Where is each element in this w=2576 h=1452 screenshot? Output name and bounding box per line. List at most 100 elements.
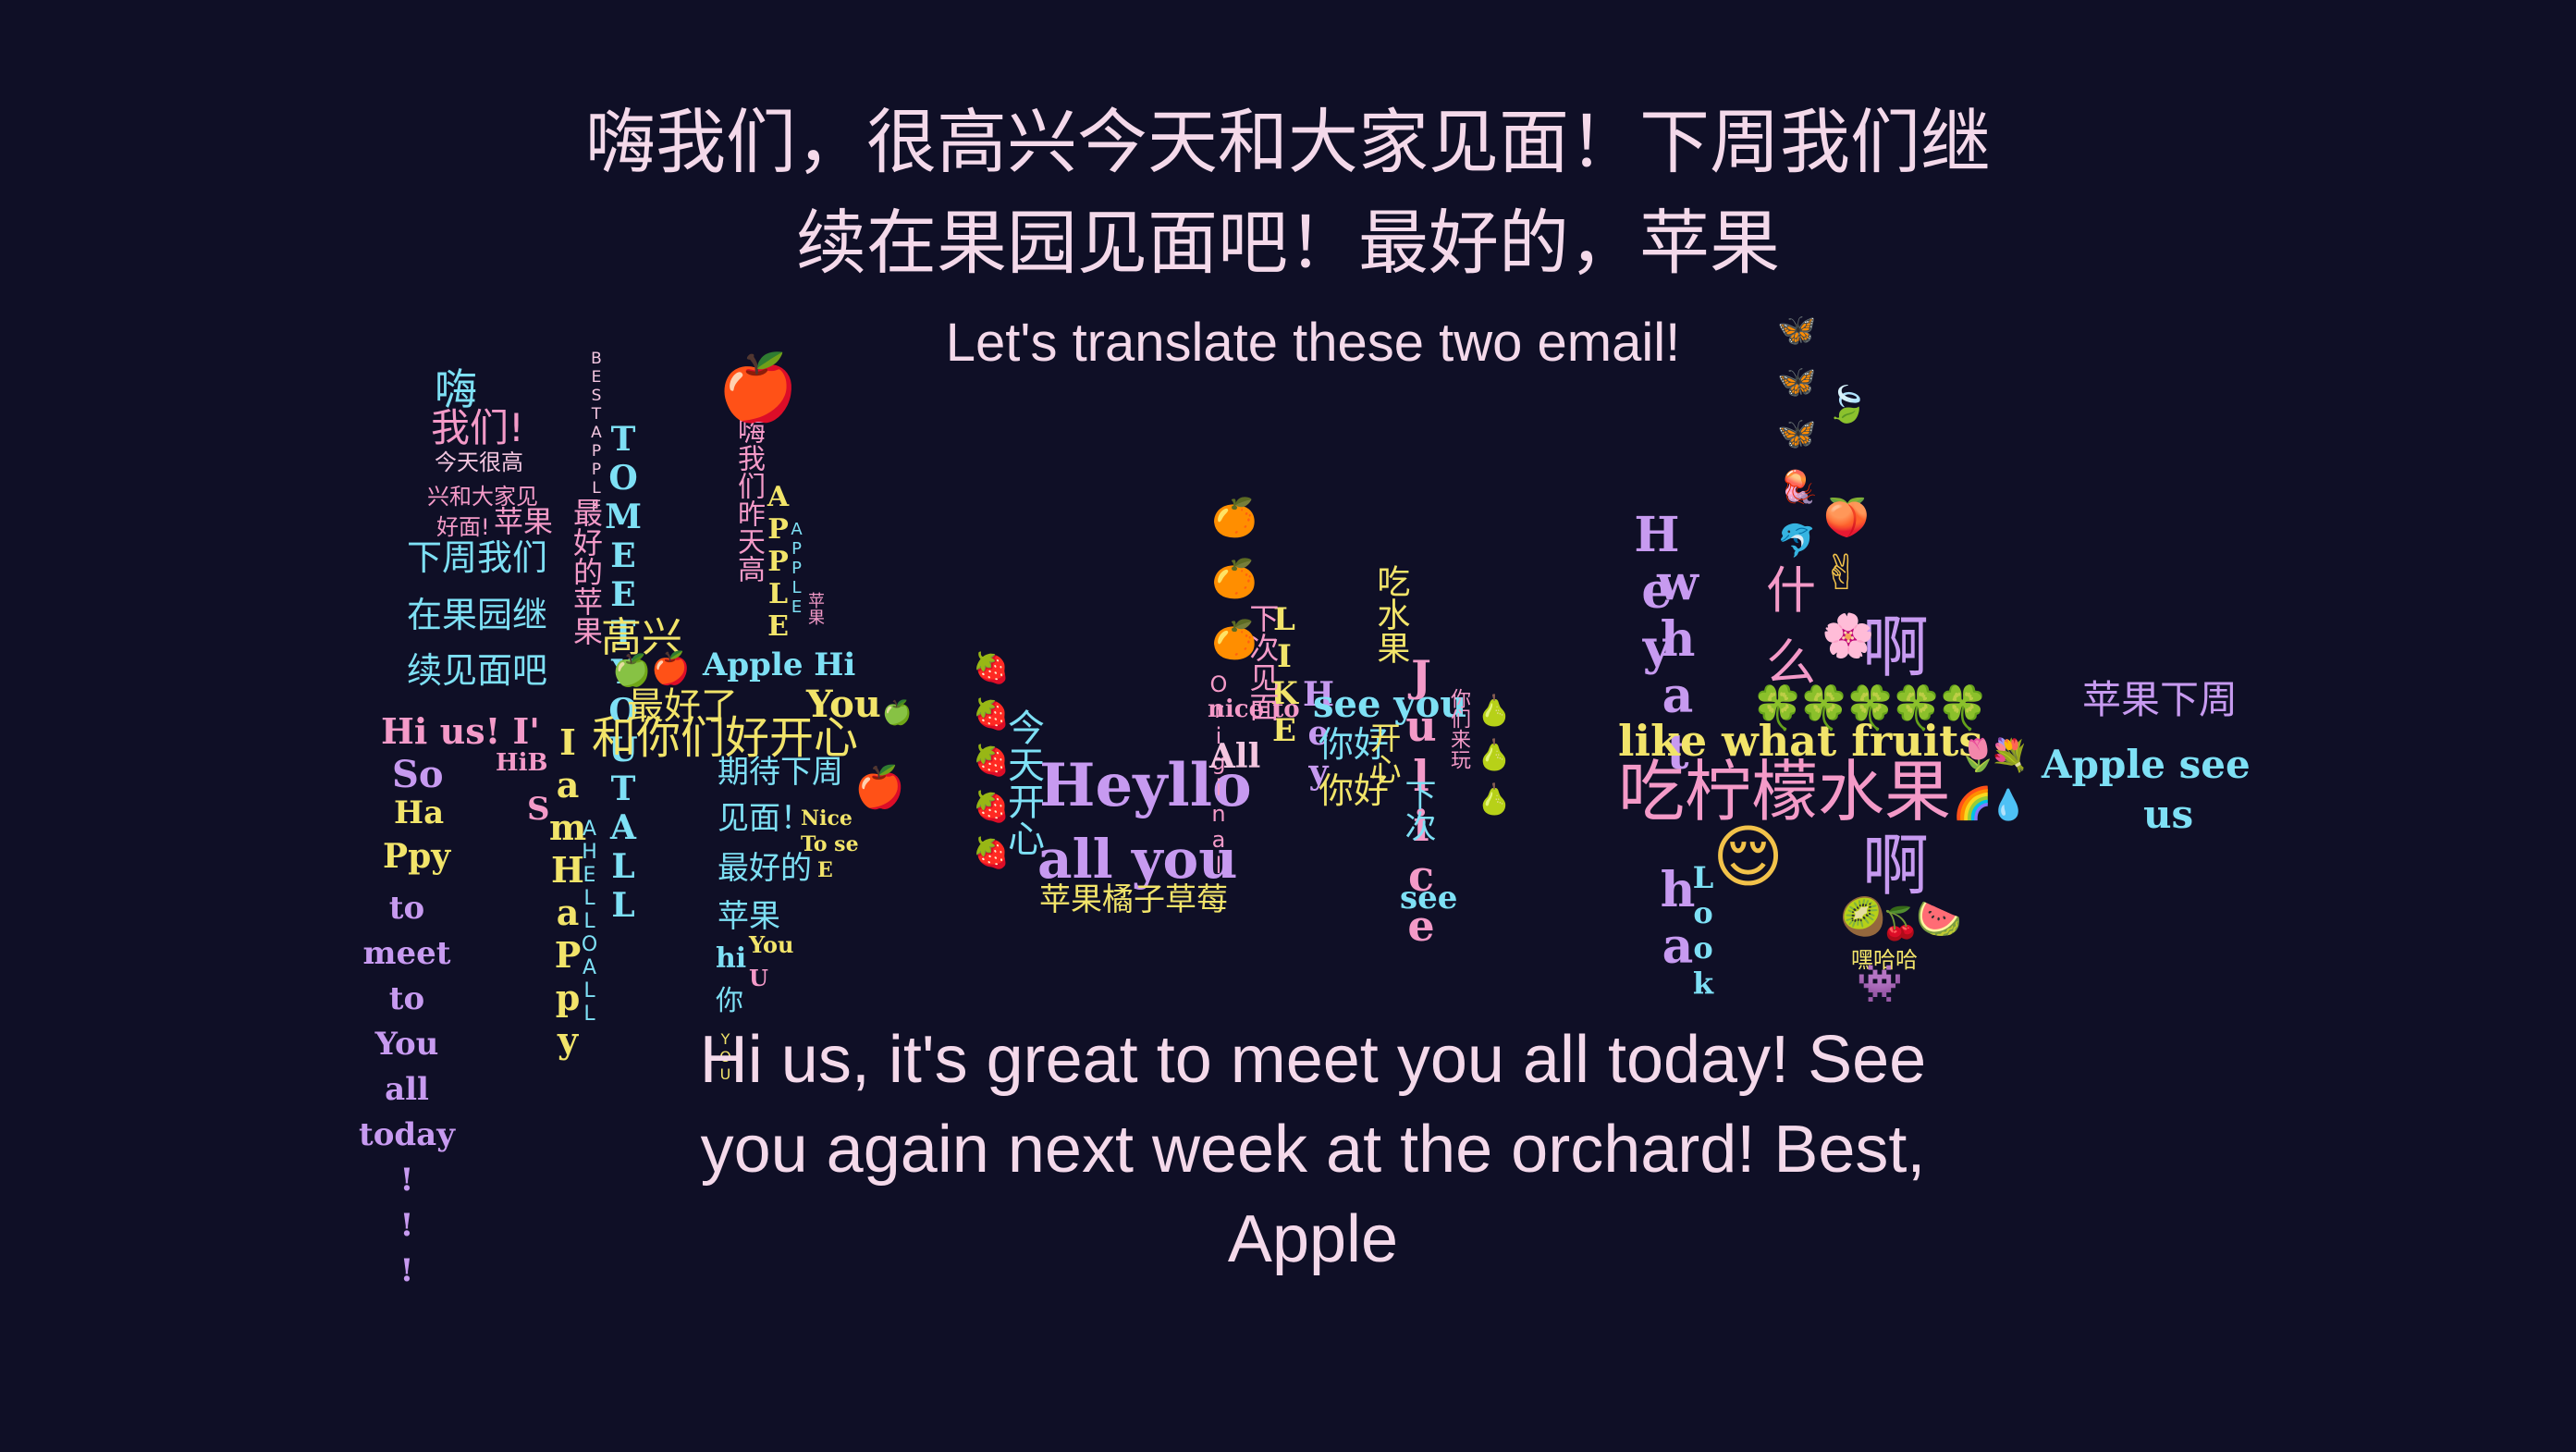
fragment-look-vertical: Look bbox=[1686, 860, 1721, 1001]
green-apple-icon: 🍏 bbox=[612, 652, 652, 689]
fragment-ni-hao: 你好 bbox=[1319, 724, 1390, 765]
tulip-icon: 🌷 bbox=[1958, 737, 1998, 774]
fragment-women: 我们! bbox=[431, 405, 524, 450]
fragment-hi: hi bbox=[716, 942, 747, 975]
fragment-nice-to: nice to bbox=[1208, 695, 1300, 723]
fragment-best-apple-vertical: BESTAPPLE bbox=[587, 350, 606, 516]
fragment-jianmian-ba: 续见面吧 bbox=[407, 650, 548, 691]
fragment-what-vertical: what bbox=[1650, 555, 1706, 781]
fragment-you-yellow: You bbox=[749, 931, 794, 958]
fragment-apple-vertical: APPLE bbox=[762, 481, 794, 643]
fragment-all: All bbox=[1209, 737, 1261, 776]
fragment-julice-vertical: Julice bbox=[1396, 651, 1446, 951]
fragment-hey-vertical: Hey bbox=[1299, 675, 1338, 792]
fragment-hi-b: HiB bbox=[496, 749, 548, 777]
fragment-xiazhou: 下周我们 bbox=[407, 537, 548, 578]
butterfly-icon: 🦋 bbox=[1777, 415, 1817, 452]
green-apple-icon: 🍏 bbox=[882, 699, 913, 727]
fragment-like-what-fruits: like what fruits bbox=[1618, 716, 1983, 766]
cherries-icon: 🍒 bbox=[1881, 905, 1920, 942]
fragment-hi-us: Hi us! I' bbox=[381, 710, 540, 752]
fragment-pingguo-xiazhou: 苹果下周 bbox=[2082, 677, 2239, 722]
fragment-ha: Ha bbox=[394, 794, 445, 831]
pear-icon: 🍐 bbox=[1476, 737, 1513, 772]
clover-icon: 🍀 bbox=[1797, 683, 1851, 732]
clover-icon: 🍀 bbox=[1751, 683, 1805, 732]
fragment-ni: 你 bbox=[716, 985, 743, 1017]
fragment-jintian-kaixin-vertical: 今天开心 bbox=[1001, 708, 1044, 856]
pear-icon: 🍐 bbox=[1476, 693, 1513, 728]
red-apple-icon: 🍎 bbox=[651, 650, 691, 687]
peach-icon: 🍑 bbox=[1823, 497, 1870, 539]
fragment-pingguo-juzi-caomei: 苹果橘子草莓 bbox=[1039, 881, 1228, 918]
relieved-face-icon: 😌 bbox=[1712, 818, 1785, 897]
fragment-to-meet-column: to meet to You all today ! ! ! bbox=[359, 890, 455, 1289]
fragment-pingguo-vertical: 苹果 bbox=[805, 592, 825, 625]
fragment-he: 和 bbox=[592, 712, 637, 764]
chinese-message-line-1: 嗨我们，很高兴今天和大家见面！下周我们继 bbox=[585, 104, 1991, 182]
jellyfish-icon: 🪼 bbox=[1779, 469, 1819, 506]
strawberry-icon: 🍓 bbox=[973, 743, 1010, 778]
fragment-pingguo-mid: 苹果 bbox=[718, 898, 780, 935]
dolphin-icon: 🐬 bbox=[1777, 523, 1817, 560]
fragment-ni-men-hao-kaixin: 你们好开心 bbox=[636, 712, 859, 764]
fragment-chi-shui-guo-vertical: 吃水果 bbox=[1371, 564, 1410, 664]
fragment-apple-hi: Apple Hi bbox=[703, 646, 856, 683]
fragment-all-you: all you bbox=[1037, 828, 1238, 891]
strawberry-icon: 🍓 bbox=[973, 696, 1010, 732]
fragment-zuihao-de: 最好的 bbox=[718, 850, 812, 887]
fragment-nice: Nice bbox=[801, 806, 853, 831]
pear-icon: 🍐 bbox=[1476, 781, 1513, 817]
fragment-hai: 嗨 bbox=[435, 364, 477, 414]
fragment-like-vertical: LIKE bbox=[1266, 601, 1303, 749]
fragment-heihei: 嘿哈哈 bbox=[1851, 947, 1918, 973]
fragment-jintian: 今天很高 bbox=[435, 449, 523, 475]
fragment-heyllo: Heyllo bbox=[1039, 751, 1252, 820]
fragment-kai-xin-vertical: 开心 bbox=[1364, 721, 1401, 784]
fragment-qidai-xiazhou: 期待下周 bbox=[718, 754, 843, 791]
fragment-shen: 什 bbox=[1766, 561, 1816, 620]
fragment-hao-mian: 好面! bbox=[436, 514, 490, 540]
victory-hand-icon: ✌ bbox=[1822, 546, 1862, 601]
fragment-xia-ci-vertical: 下次 bbox=[1399, 779, 1436, 842]
fragment-s: S bbox=[527, 791, 550, 828]
fragment-jianmian: 见面！ bbox=[718, 800, 812, 837]
fragment-a-2: 啊 bbox=[1862, 827, 1930, 904]
bouquet-icon: 💐 bbox=[1990, 737, 2030, 774]
butterfly-icon: 🦋 bbox=[1777, 363, 1817, 400]
rainbow-icon: 🌈 bbox=[1953, 785, 1993, 822]
fragment-zuihao-pingguo-vertical: 最好的苹果 bbox=[569, 498, 604, 646]
fragment-zui-hao-le: 最好了 bbox=[627, 685, 738, 728]
fragment-apple-see: Apple see bbox=[2042, 742, 2251, 787]
fragment-ni-men-lai-wan-vertical: 你们来玩 bbox=[1447, 688, 1470, 769]
watermelon-icon: 🍉 bbox=[1916, 898, 1962, 941]
clover-icon: 🍀 bbox=[1844, 683, 1897, 732]
fragment-to-meet-you-all-vertical: TOMEETYOUTALL bbox=[604, 420, 643, 925]
fragment-you-small-vertical: YOU bbox=[717, 1030, 734, 1083]
fragment-us: us bbox=[2143, 792, 2194, 837]
fragment-u: U bbox=[749, 965, 768, 991]
red-apple-icon: 🍎 bbox=[854, 764, 905, 811]
droplet-icon: 💧 bbox=[1990, 787, 2027, 822]
fragment-see-you: see you bbox=[1313, 683, 1467, 726]
fragment-hi-women-vertical: 嗨我们昨天高 bbox=[732, 416, 765, 583]
fragment-ppy: Ppy bbox=[383, 837, 451, 876]
leaf-icon: 🍃 bbox=[1825, 384, 1870, 425]
orange-icon: 🍊 bbox=[1211, 497, 1257, 539]
english-message-line-3: Apple bbox=[1227, 1202, 1399, 1277]
fragment-xing-he: 兴和大家见 bbox=[427, 484, 538, 510]
english-message: Hi us, it's great to meet you all today!… bbox=[0, 1015, 2576, 1286]
fragment-to-se: To se bbox=[801, 832, 859, 856]
fragment-me: 么 bbox=[1766, 634, 1816, 692]
fragment-so: So bbox=[392, 753, 444, 796]
fragment-xia-ci-jianmian-vertical: 下次见面 bbox=[1245, 603, 1281, 721]
fragment-guoyuan: 在果园继 bbox=[407, 595, 548, 635]
fragment-pingguo-small: 苹果 bbox=[494, 504, 554, 539]
fragment-e: E bbox=[817, 858, 833, 882]
fragment-chi-ningmeng-shuiguo: 吃柠檬水果 bbox=[1618, 753, 1952, 831]
fragment-apple-small-vertical: APPLE bbox=[787, 520, 806, 617]
chinese-message-line-2: 续在果园见面吧！最好的，苹果 bbox=[796, 204, 1780, 284]
kiwi-icon: 🥝 bbox=[1840, 896, 1886, 939]
fragment-see-small: see bbox=[1400, 880, 1458, 917]
